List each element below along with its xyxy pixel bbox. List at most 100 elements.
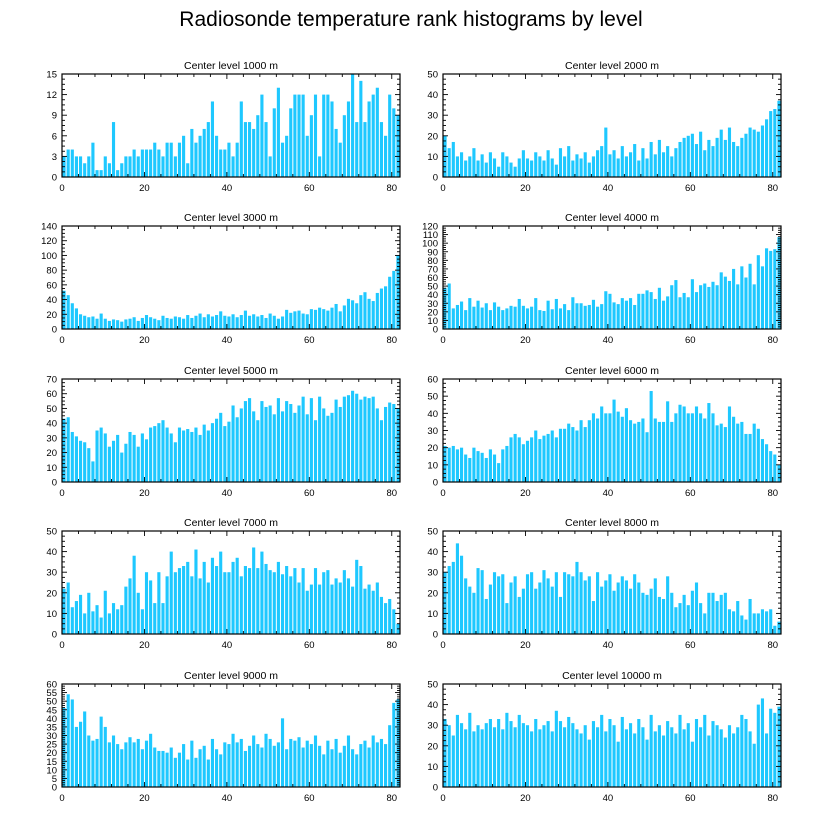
bar [492,572,497,634]
bar [256,115,260,177]
bar [497,719,501,787]
bar [711,146,715,177]
bar [301,396,305,482]
bar [637,293,641,329]
bar [575,561,579,634]
bar [338,406,342,482]
bar [752,743,756,787]
bar [484,303,488,329]
bar [99,617,103,634]
bar [144,149,149,177]
bar [285,309,289,329]
bar [694,582,699,634]
x-tick-label: 0 [440,183,445,194]
bar [388,598,392,634]
bar [459,447,464,482]
y-tick-label: 20 [427,588,438,599]
bar [736,601,740,634]
y-tick-label: 20 [46,748,57,759]
y-tick-label: 9 [52,111,57,122]
bar [501,152,505,177]
bar [699,727,703,787]
bar [198,434,202,482]
bar [628,723,633,787]
bar [186,163,190,177]
bar [596,572,600,634]
bar [711,281,715,329]
bar [182,318,186,329]
y-tick-label: 60 [427,375,438,386]
bar [488,310,492,329]
bar [472,306,476,329]
bar [322,572,326,634]
bar [140,609,144,634]
bar [525,725,530,787]
bar [289,108,293,177]
bar [711,592,715,634]
y-tick-label: 40 [46,419,57,430]
bar [661,421,666,482]
bar [674,413,678,482]
bar [563,428,567,482]
bar [182,430,186,482]
bar [752,284,756,329]
bar [773,454,777,482]
bar [591,721,596,787]
x-tick-label: 40 [603,640,614,651]
bar [686,297,690,329]
bar [260,315,264,329]
bar [480,452,484,482]
bar [78,440,83,482]
bar [379,738,384,787]
bar [309,309,313,329]
bar [583,427,587,482]
x-tick-label: 60 [304,793,315,804]
bar [575,154,579,177]
bar [338,311,342,329]
bar [367,101,371,177]
bar [637,582,641,634]
bar [334,128,338,177]
bar [351,390,355,482]
bar [375,582,379,634]
bar [707,286,711,329]
bar [525,308,530,329]
bar [699,285,703,329]
bar [219,311,223,329]
bar [318,156,322,177]
y-tick-label: 0 [433,630,438,641]
bar [318,396,322,482]
bar [99,313,103,329]
bar [674,607,678,634]
bar [66,582,70,634]
bar [760,266,765,329]
bar [715,725,719,787]
x-tick-label: 0 [59,793,64,804]
bar [334,578,338,634]
bar [661,598,666,634]
bar [215,566,219,634]
y-tick-label: 25 [46,740,57,751]
bar [124,319,128,329]
y-tick-label: 30 [427,568,438,579]
x-tick-label: 20 [139,793,150,804]
bar [546,433,550,482]
bar [272,315,276,329]
bar [661,300,666,329]
y-tick-label: 40 [427,409,438,420]
bar [136,738,140,787]
bar [194,757,198,787]
bar [538,729,542,787]
x-tick-label: 20 [139,183,150,194]
bar [686,413,690,482]
bar [752,423,756,482]
bar [153,426,157,482]
bar [210,101,215,177]
bar [305,314,309,329]
bar [276,561,280,634]
bar [313,568,318,634]
bar [392,270,396,329]
bar [571,427,575,482]
bar [206,430,210,482]
bar [649,391,653,482]
